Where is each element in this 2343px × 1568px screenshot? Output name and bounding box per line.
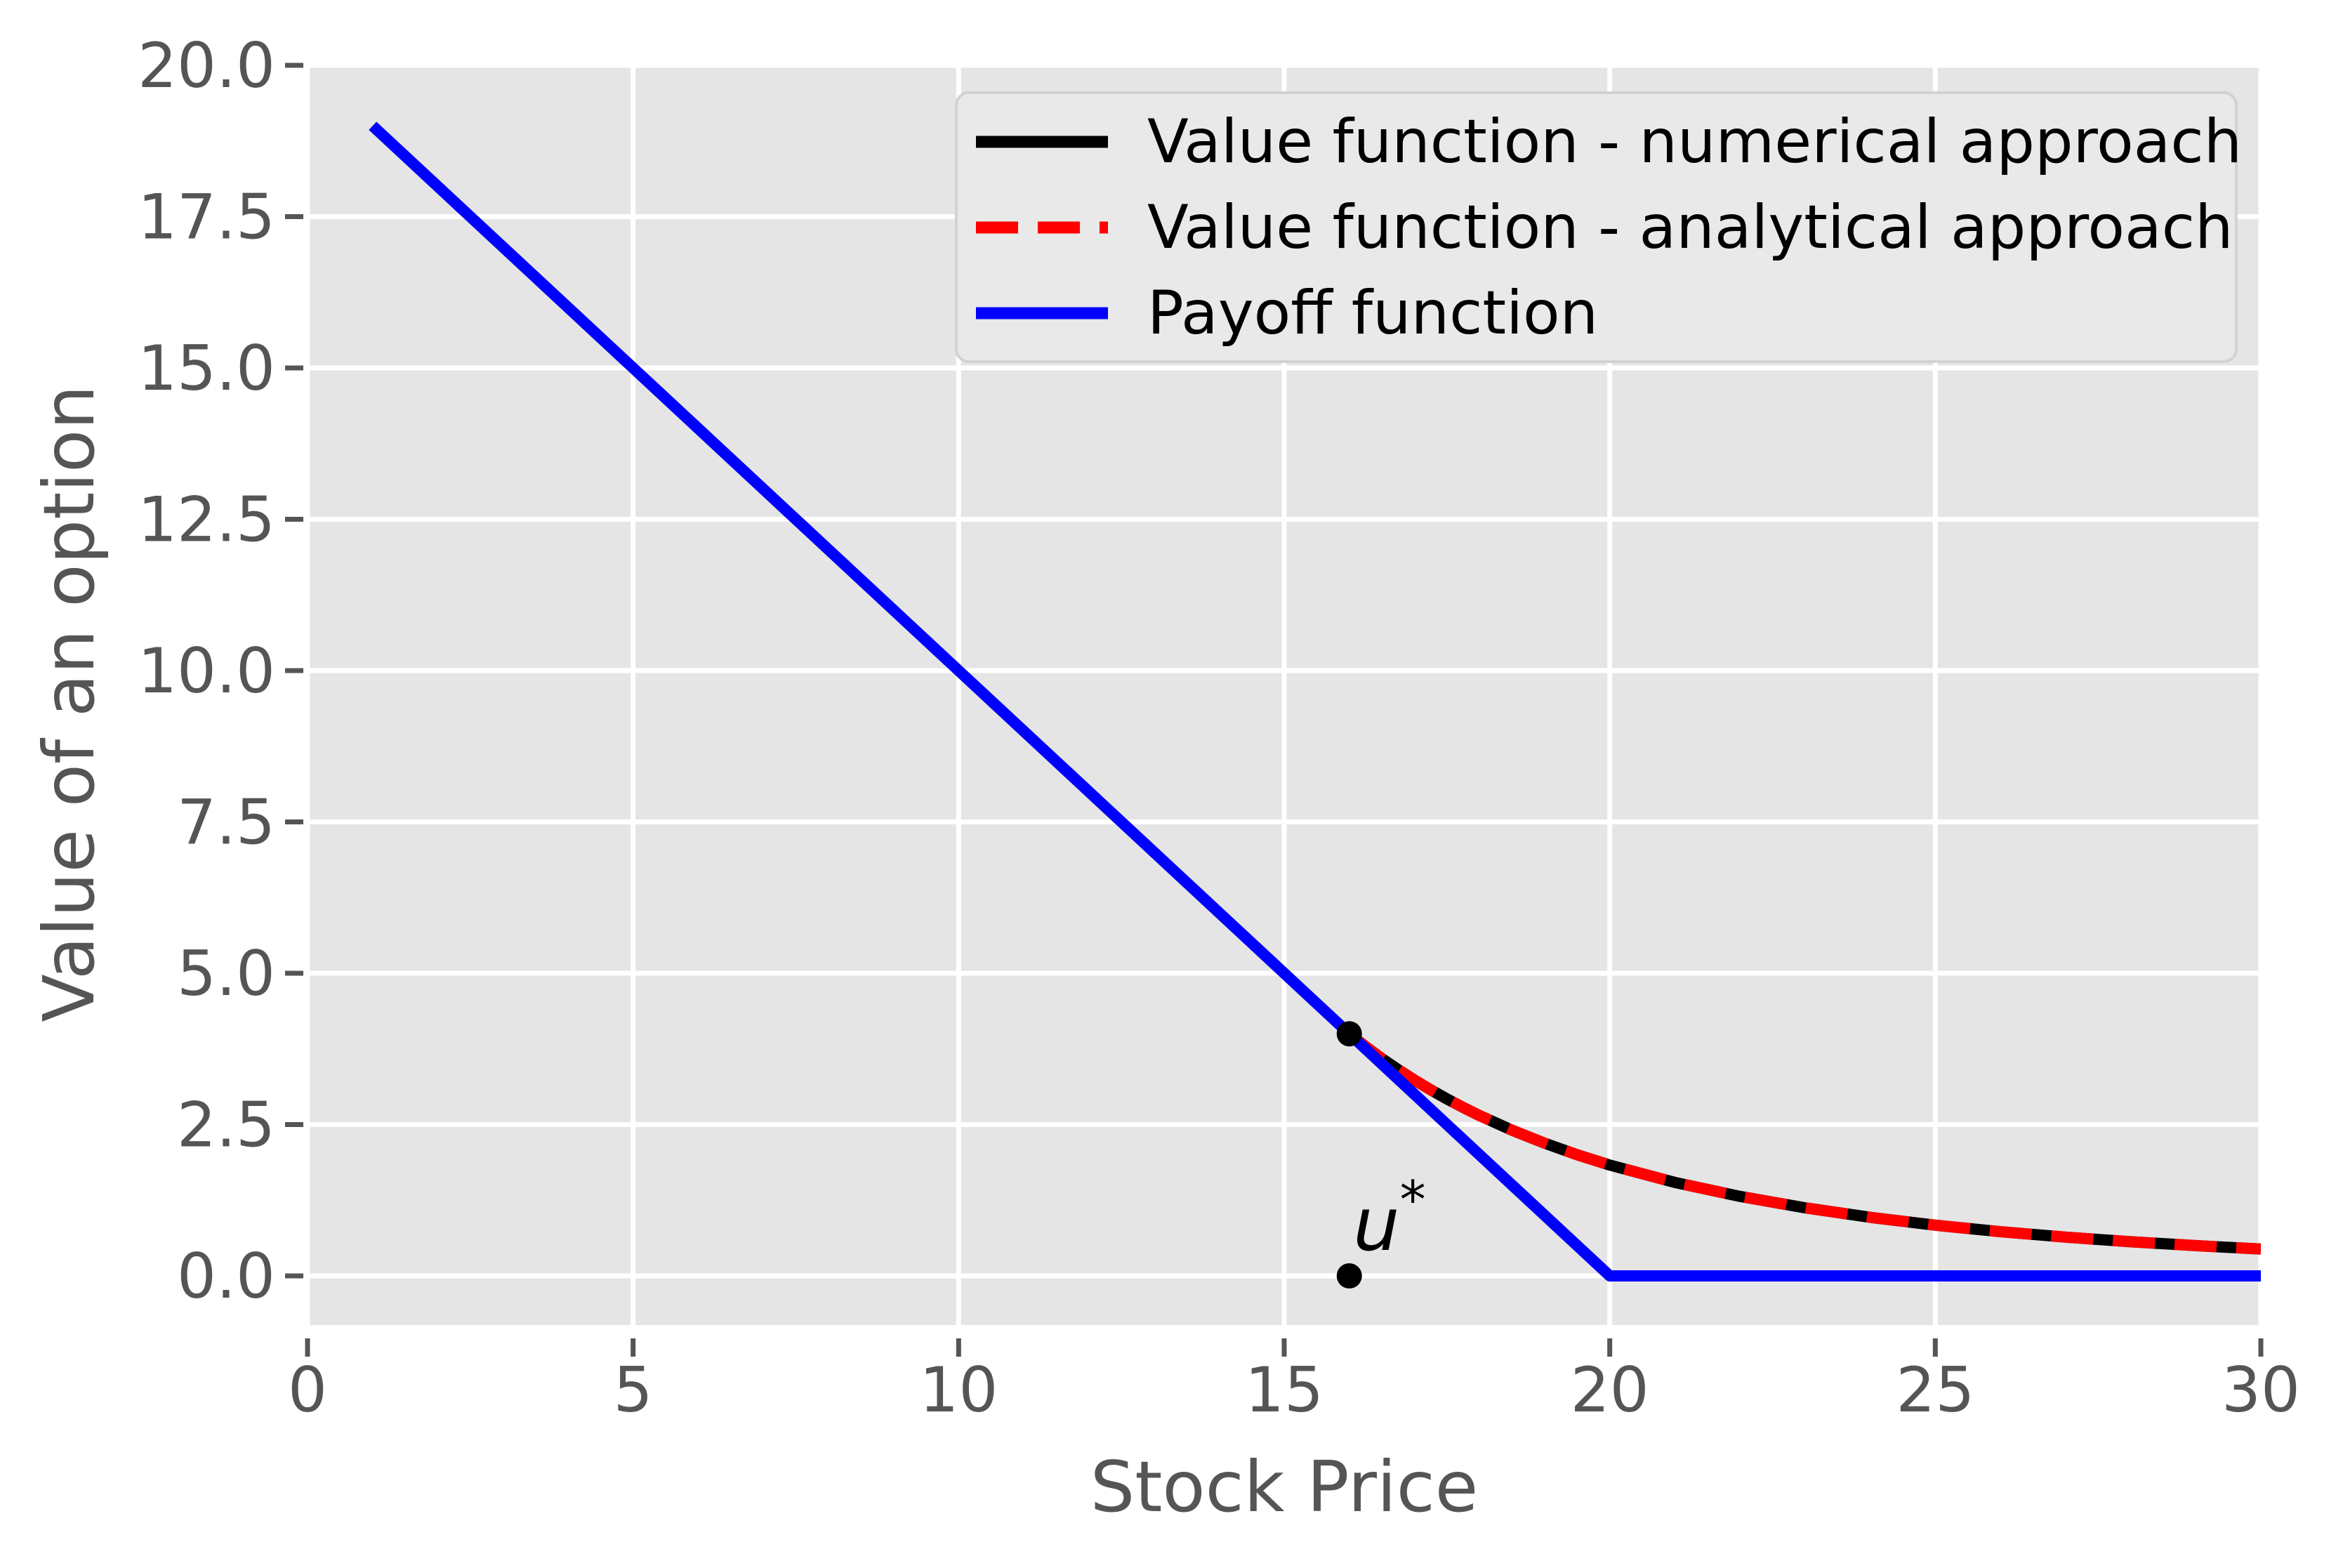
y-tick-label: 10.0 [138,635,275,707]
y-tick-label: 7.5 [177,786,275,859]
ustar-annotation: u* [1353,1170,1426,1267]
y-tick-label: 2.5 [177,1089,275,1161]
data-series [369,121,2261,1282]
x-tick-label: 20 [1571,1354,1649,1426]
ustar-base: u [1353,1182,1400,1267]
x-tick-label: 15 [1245,1354,1324,1426]
ustar-superscript: * [1400,1170,1426,1230]
x-axis-label: Stock Price [1090,1446,1479,1528]
legend-label-payoff: Payoff function [1147,278,1598,348]
x-tick-label: 30 [2222,1354,2300,1426]
x-tick-label: 25 [1896,1354,1974,1426]
payoff-line [369,121,2261,1282]
y-tick-label: 0.0 [177,1240,275,1312]
legend-box [955,91,2238,363]
y-tick-labels: 0.0 2.5 5.0 7.5 10.0 12.5 15.0 17.5 20.0 [138,29,275,1312]
y-tick-label: 15.0 [138,332,275,404]
point-markers [1336,1021,1362,1289]
legend: Value function - numerical approach Valu… [955,91,2242,363]
y-tick-label: 17.5 [138,181,275,253]
legend-label-numerical: Value function - numerical approach [1147,107,2242,177]
axis-ticks [285,62,2264,1357]
x-tick-labels: 0 5 10 15 20 25 30 [288,1354,2300,1426]
x-tick-label: 10 [919,1354,998,1426]
legend-label-analytical: Value function - analytical approach [1147,192,2233,263]
y-tick-label: 5.0 [177,937,275,1010]
value-analytical-line [1345,1029,2261,1255]
y-tick-label: 12.5 [138,484,275,556]
y-tick-label: 20.0 [138,29,275,102]
x-tick-label: 5 [614,1354,653,1426]
free-boundary-point-marker [1336,1021,1362,1047]
y-axis-label: Value of an option [28,385,110,1022]
ustar-point-marker [1336,1263,1362,1289]
x-tick-label: 0 [288,1354,327,1426]
